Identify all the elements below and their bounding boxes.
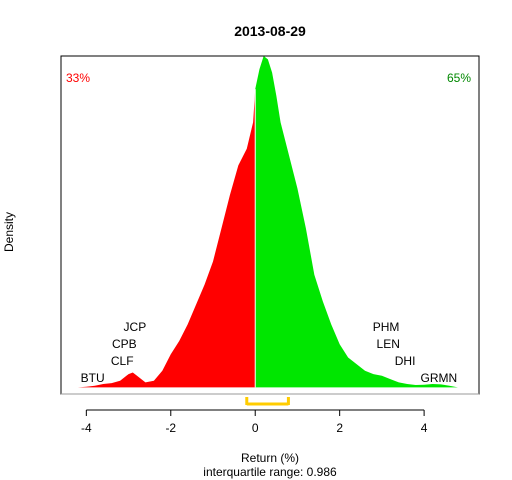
negative-share-label: 33% [66, 71, 90, 85]
ticker-label: BTU [81, 371, 105, 385]
positive-density-area [255, 56, 458, 388]
ticker-labels-layer: JCP CPB CLF BTU PHM LEN DHI GRMN [81, 320, 458, 385]
y-axis-label: Density [2, 212, 16, 252]
x-tick-label: -4 [81, 421, 92, 435]
iqr-marker-layer [245, 397, 290, 406]
x-tick-label: 0 [252, 421, 259, 435]
ticker-label: PHM [373, 320, 400, 334]
density-area-layer [77, 56, 458, 388]
chart-title: 2013-08-29 [234, 23, 306, 39]
ticker-label: CLF [111, 354, 134, 368]
x-tick-label: 2 [336, 421, 343, 435]
x-axis: -4 -2 0 2 4 [81, 409, 428, 435]
x-tick-label: -2 [165, 421, 176, 435]
iqr-subtitle: interquartile range: 0.986 [203, 465, 337, 479]
positive-share-label: 65% [447, 71, 471, 85]
x-axis-label: Return (%) [241, 451, 299, 465]
x-tick-label: 4 [421, 421, 428, 435]
ticker-label: CPB [112, 337, 137, 351]
ticker-label: LEN [377, 337, 400, 351]
ticker-label: GRMN [421, 371, 458, 385]
negative-density-area [77, 89, 256, 388]
ticker-label: JCP [124, 320, 147, 334]
ticker-label: DHI [395, 354, 416, 368]
